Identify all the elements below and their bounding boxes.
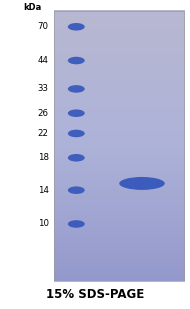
- Ellipse shape: [68, 186, 85, 194]
- Text: kDa: kDa: [23, 3, 41, 12]
- Bar: [54, 11, 184, 281]
- Ellipse shape: [68, 85, 85, 93]
- Ellipse shape: [119, 177, 165, 190]
- Text: 15% SDS-PAGE: 15% SDS-PAGE: [46, 288, 144, 301]
- Ellipse shape: [68, 154, 85, 162]
- Text: 18: 18: [38, 153, 49, 162]
- Text: 44: 44: [38, 56, 49, 65]
- Ellipse shape: [68, 220, 85, 228]
- Text: 10: 10: [38, 219, 49, 228]
- Ellipse shape: [68, 130, 85, 137]
- Text: 26: 26: [38, 109, 49, 118]
- Text: 70: 70: [38, 22, 49, 31]
- Text: 22: 22: [38, 129, 49, 138]
- Text: 33: 33: [38, 84, 49, 93]
- Ellipse shape: [68, 57, 85, 64]
- Ellipse shape: [68, 23, 85, 31]
- Text: 14: 14: [38, 186, 49, 195]
- Ellipse shape: [68, 109, 85, 117]
